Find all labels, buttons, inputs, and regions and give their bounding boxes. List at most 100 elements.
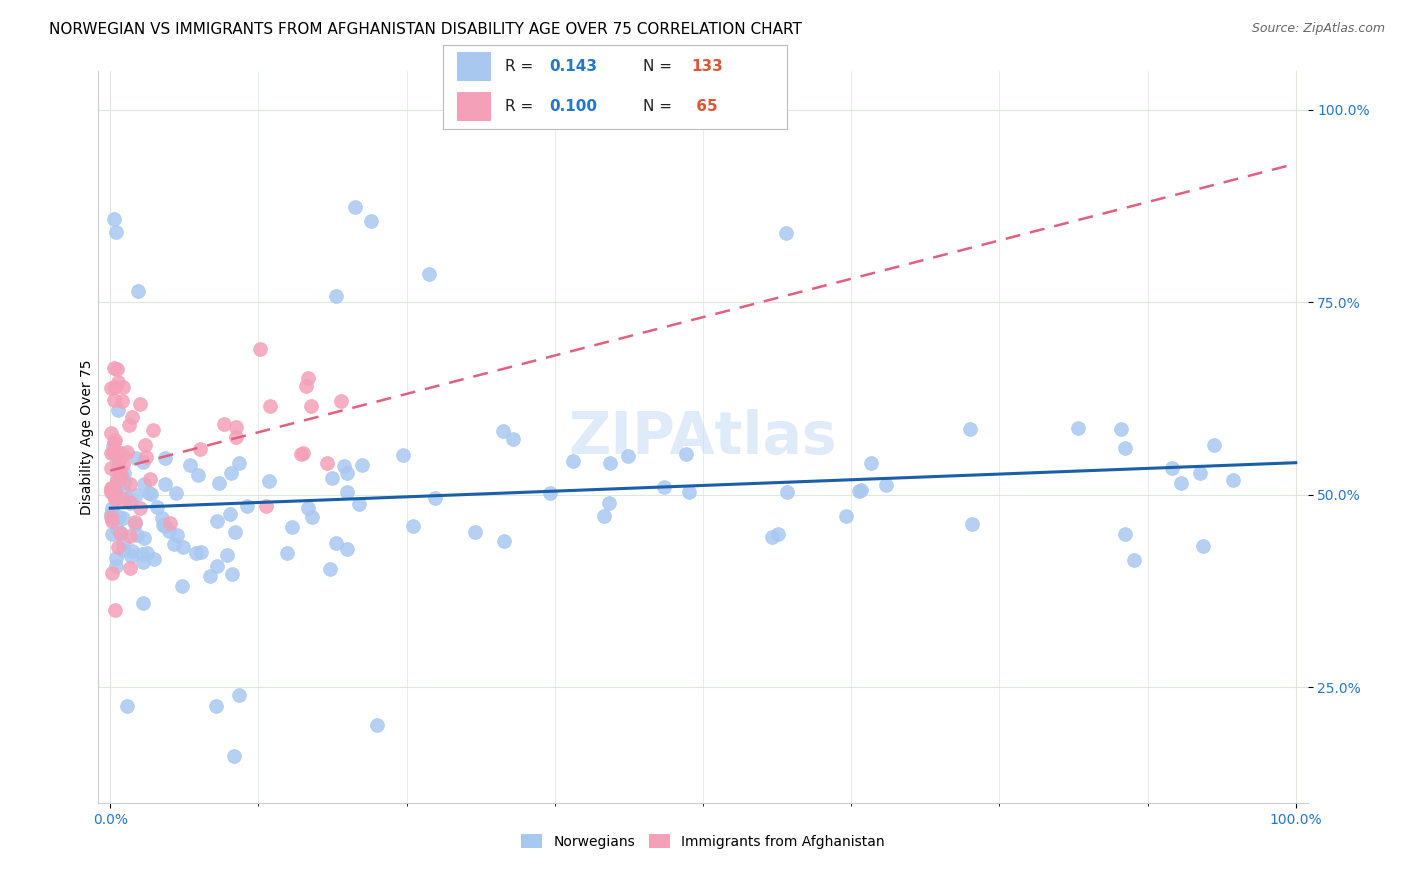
- Point: [132, 595, 155, 609]
- Point: [124, 515, 146, 529]
- Point: [315, 456, 337, 470]
- Point: [875, 478, 897, 492]
- Point: [143, 551, 166, 566]
- Point: [107, 459, 129, 474]
- Point: [125, 528, 148, 542]
- Point: [1192, 539, 1215, 553]
- Point: [165, 486, 187, 500]
- Point: [104, 433, 127, 447]
- Point: [112, 467, 135, 481]
- Point: [103, 489, 125, 503]
- Point: [1170, 475, 1192, 490]
- Point: [766, 527, 789, 541]
- Point: [221, 566, 243, 581]
- Point: [319, 562, 342, 576]
- Point: [464, 524, 486, 539]
- Point: [105, 225, 128, 239]
- Point: [132, 555, 155, 569]
- Point: [207, 515, 229, 529]
- Point: [104, 380, 127, 394]
- Point: [153, 519, 176, 533]
- Point: [294, 379, 316, 393]
- Point: [1114, 441, 1136, 455]
- Point: [107, 522, 129, 536]
- Point: [325, 288, 347, 302]
- Point: [849, 483, 872, 498]
- Point: [107, 375, 129, 389]
- Point: [198, 568, 221, 582]
- Text: 65: 65: [690, 99, 717, 114]
- Point: [962, 517, 984, 532]
- Point: [538, 485, 561, 500]
- Point: [112, 475, 135, 489]
- Point: [163, 537, 186, 551]
- Point: [170, 579, 193, 593]
- Point: [103, 361, 125, 376]
- Point: [152, 510, 174, 524]
- Point: [599, 456, 621, 470]
- Point: [132, 531, 155, 545]
- Point: [212, 417, 235, 431]
- Point: [502, 432, 524, 446]
- Point: [776, 485, 799, 500]
- Text: 0.143: 0.143: [550, 59, 598, 74]
- Point: [333, 458, 356, 473]
- Point: [101, 501, 124, 516]
- Point: [423, 491, 446, 505]
- Point: [329, 394, 352, 409]
- Point: [120, 496, 142, 510]
- Point: [120, 549, 142, 563]
- Point: [1067, 421, 1090, 435]
- Point: [101, 566, 124, 580]
- Point: [205, 699, 228, 714]
- Text: N =: N =: [643, 99, 676, 114]
- Point: [103, 484, 125, 499]
- Point: [101, 508, 124, 522]
- Point: [120, 476, 142, 491]
- Point: [299, 399, 322, 413]
- Point: [131, 547, 153, 561]
- Point: [225, 430, 247, 444]
- Point: [208, 476, 231, 491]
- Point: [108, 452, 131, 467]
- Point: [101, 444, 124, 458]
- Point: [107, 510, 129, 524]
- Point: [224, 749, 246, 764]
- Point: [125, 488, 148, 502]
- Point: [281, 519, 304, 533]
- Point: [107, 491, 129, 505]
- Point: [112, 457, 135, 471]
- Point: [103, 603, 125, 617]
- Point: [142, 423, 165, 437]
- Point: [105, 362, 128, 376]
- Point: [598, 496, 620, 510]
- Point: [105, 472, 128, 486]
- Point: [100, 527, 122, 541]
- Point: [115, 491, 138, 506]
- Point: [129, 397, 152, 411]
- Point: [100, 483, 122, 497]
- Point: [107, 403, 129, 417]
- Point: [104, 484, 127, 499]
- Point: [1161, 461, 1184, 475]
- Point: [131, 455, 153, 469]
- Point: [108, 467, 131, 482]
- Point: [115, 445, 138, 459]
- Point: [491, 424, 513, 438]
- Text: R =: R =: [505, 59, 538, 74]
- Text: 133: 133: [690, 59, 723, 74]
- Point: [110, 525, 132, 540]
- Point: [100, 509, 122, 524]
- Point: [402, 518, 425, 533]
- Point: [392, 448, 415, 462]
- Point: [132, 477, 155, 491]
- Point: [159, 516, 181, 531]
- Point: [276, 545, 298, 559]
- Point: [111, 491, 134, 506]
- Point: [215, 548, 238, 562]
- Point: [100, 461, 122, 475]
- Point: [107, 541, 129, 555]
- Y-axis label: Disability Age Over 75: Disability Age Over 75: [80, 359, 94, 515]
- Point: [224, 525, 246, 540]
- Point: [678, 485, 700, 500]
